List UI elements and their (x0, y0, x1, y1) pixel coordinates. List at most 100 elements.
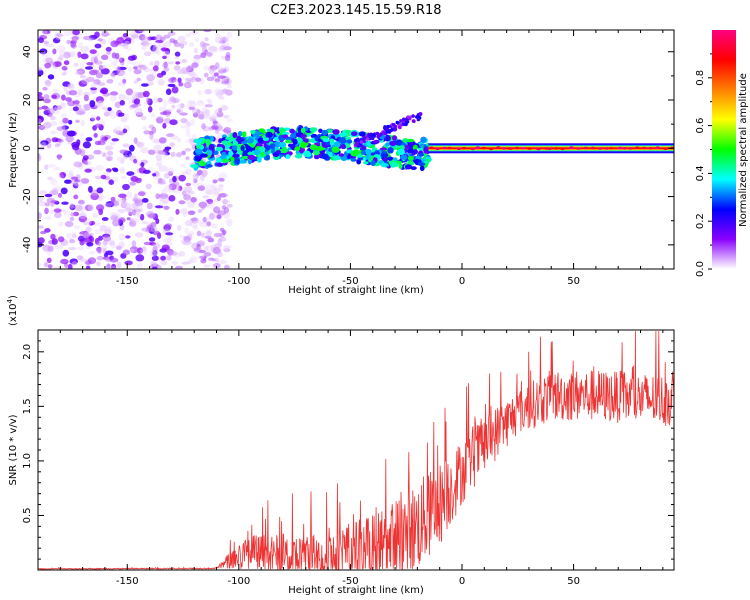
noise-cell (53, 185, 61, 191)
noise-cell (60, 113, 67, 119)
noise-cell (141, 83, 149, 87)
noise-cell (76, 255, 83, 260)
noise-cell (175, 61, 181, 65)
noise-cell (152, 97, 159, 104)
carrier-cell (514, 146, 520, 150)
arc-cell (367, 133, 372, 137)
noise-cell (140, 248, 148, 255)
noise-cell (204, 89, 213, 95)
noise-cell (96, 187, 104, 194)
noise-cell (162, 152, 168, 158)
noise-cell (61, 66, 68, 71)
noise-cell (102, 240, 108, 246)
noise-cell (121, 196, 127, 203)
noise-cell (133, 158, 138, 164)
noise-cell (213, 232, 222, 238)
noise-cell (178, 174, 186, 182)
track-cell (256, 156, 262, 163)
noise-cell (157, 181, 167, 185)
noise-cell (174, 51, 181, 57)
noise-cell (218, 66, 225, 71)
noise-cell (44, 202, 51, 207)
noise-cell (82, 104, 88, 109)
spectrogram-x-ticks: -150 -100 -50 0 50 (37, 30, 664, 287)
noise-cell (165, 88, 172, 96)
noise-cell (130, 104, 139, 108)
noise-cell (167, 97, 175, 103)
track-cell (294, 153, 303, 159)
noise-cell (43, 262, 49, 268)
noise-cell (218, 184, 224, 188)
noise-cell (204, 108, 211, 116)
noise-cell (217, 251, 223, 258)
noise-cell (80, 53, 89, 60)
noise-cell (214, 80, 222, 85)
noise-cell (172, 175, 177, 183)
noise-cell (177, 77, 182, 83)
noise-cell (118, 233, 126, 241)
track-cell (300, 127, 306, 133)
noise-cell (40, 230, 47, 235)
noise-cell (136, 247, 144, 254)
noise-cell (60, 187, 68, 195)
noise-cell (141, 35, 150, 44)
noise-cell (103, 111, 110, 117)
noise-cell (184, 77, 193, 82)
y-tick-label: 20 (22, 94, 33, 107)
noise-cell (69, 258, 79, 265)
colorbar-tick-label: 0.2 (695, 213, 706, 229)
noise-cell (129, 248, 135, 253)
snr-y-ticks: 0.5 1.0 1.5 2.0 (22, 329, 674, 571)
noise-cell (120, 61, 125, 66)
noise-cell (173, 42, 182, 47)
noise-cell (140, 41, 150, 46)
track-cell (338, 153, 345, 157)
noise-cell (212, 188, 220, 195)
y-tick-label: 0.5 (22, 508, 33, 524)
noise-cell (183, 235, 188, 242)
noise-cell (129, 181, 136, 186)
noise-cell (158, 137, 167, 144)
track-cell (426, 158, 431, 163)
noise-cell (56, 45, 66, 52)
noise-cell (160, 47, 170, 51)
noise-cell (78, 80, 88, 87)
noise-cell (119, 166, 125, 174)
noise-cell (115, 130, 124, 135)
noise-cell (124, 40, 130, 46)
noise-cell (181, 66, 190, 74)
noise-cell (223, 46, 232, 51)
noise-cell (146, 97, 151, 104)
noise-cell (79, 62, 84, 70)
noise-cell (176, 68, 182, 75)
noise-cell (168, 178, 173, 184)
noise-cell (193, 54, 202, 60)
track-cell (222, 158, 230, 163)
noise-cell (182, 213, 187, 218)
noise-cell (52, 48, 57, 55)
x-tick-label: -50 (342, 276, 358, 287)
noise-cell (132, 209, 137, 216)
noise-cell (110, 215, 119, 221)
noise-cell (116, 66, 121, 74)
noise-cell (94, 222, 101, 227)
track-cell (272, 152, 280, 158)
track-cell (278, 128, 287, 133)
noise-cell (203, 112, 209, 116)
track-cell (292, 138, 298, 145)
noise-cell (72, 233, 77, 239)
noise-cell (116, 261, 122, 269)
noise-cell (90, 87, 97, 91)
noise-cell (176, 224, 182, 232)
noise-cell (187, 65, 193, 70)
noise-cell (49, 121, 58, 127)
track-cell (325, 142, 331, 146)
noise-cell (98, 192, 103, 198)
arc-cell (391, 123, 396, 127)
noise-cell (43, 98, 51, 104)
noise-cell (83, 94, 89, 102)
noise-cell (176, 152, 182, 158)
track-cell (391, 161, 399, 168)
track-cell (392, 135, 397, 142)
noise-cell (100, 106, 108, 110)
